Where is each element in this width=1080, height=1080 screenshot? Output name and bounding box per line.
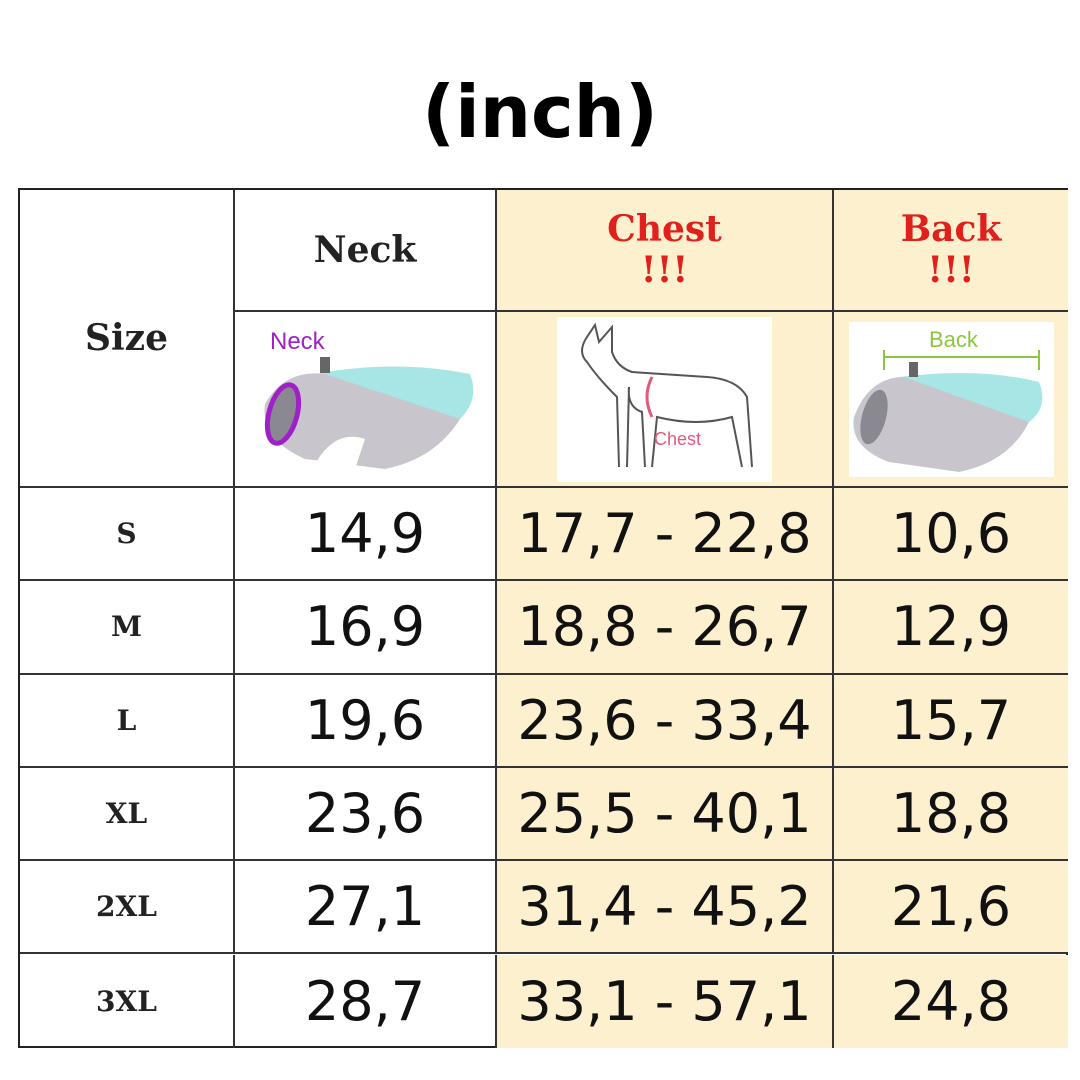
neck-image-label: Neck [270, 328, 326, 355]
back-vest-image: Back [848, 321, 1054, 477]
row-xl-back: 18,8 [834, 767, 1068, 862]
row-2xl-back: 21,6 [834, 861, 1068, 955]
row-3xl-back: 24,8 [834, 954, 1068, 1048]
row-s-neck: 14,9 [235, 488, 497, 582]
header-size: Size [20, 190, 235, 488]
chest-image-cell: Chest [497, 312, 834, 488]
row-s-size: S [20, 488, 235, 582]
header-back-mark: !!! [927, 249, 975, 291]
neck-vest-image: Neck [264, 328, 474, 469]
chest-image-label: Chest [654, 429, 701, 449]
row-xl-neck: 23,6 [235, 767, 497, 862]
back-image-label: Back [929, 327, 979, 352]
back-image-cell: Back [834, 312, 1068, 488]
row-xl-size: XL [20, 767, 235, 862]
row-l-neck: 19,6 [235, 674, 497, 768]
row-2xl-neck: 27,1 [235, 861, 497, 955]
row-3xl-size: 3XL [20, 954, 235, 1048]
row-s-back: 10,6 [834, 488, 1068, 582]
header-chest-mark: !!! [640, 249, 689, 291]
row-s-chest: 17,7 - 22,8 [497, 488, 834, 582]
row-m-back: 12,9 [834, 581, 1068, 675]
row-l-size: L [20, 674, 235, 768]
header-neck: Neck [235, 190, 497, 312]
unit-title: (inch) [422, 70, 658, 154]
row-m-chest: 18,8 - 26,7 [497, 581, 834, 675]
row-m-neck: 16,9 [235, 581, 497, 675]
row-2xl-chest: 31,4 - 45,2 [497, 861, 834, 955]
chest-dog-image: Chest [557, 316, 772, 482]
row-xl-chest: 25,5 - 40,1 [497, 767, 834, 862]
row-l-chest: 23,6 - 33,4 [497, 674, 834, 768]
row-m-size: M [20, 581, 235, 675]
header-chest-label: Chest [607, 207, 722, 250]
row-3xl-neck: 28,7 [235, 954, 497, 1048]
row-3xl-chest: 33,1 - 57,1 [497, 954, 834, 1048]
header-chest: Chest !!! [497, 190, 834, 312]
neck-image-cell: Neck [235, 312, 497, 488]
row-l-back: 15,7 [834, 674, 1068, 768]
size-chart-table: Size Neck Chest !!! Back !!! Neck Chest … [18, 188, 1068, 1048]
header-back-label: Back [900, 207, 1002, 250]
row-2xl-size: 2XL [20, 861, 235, 955]
header-back: Back !!! [834, 190, 1068, 312]
